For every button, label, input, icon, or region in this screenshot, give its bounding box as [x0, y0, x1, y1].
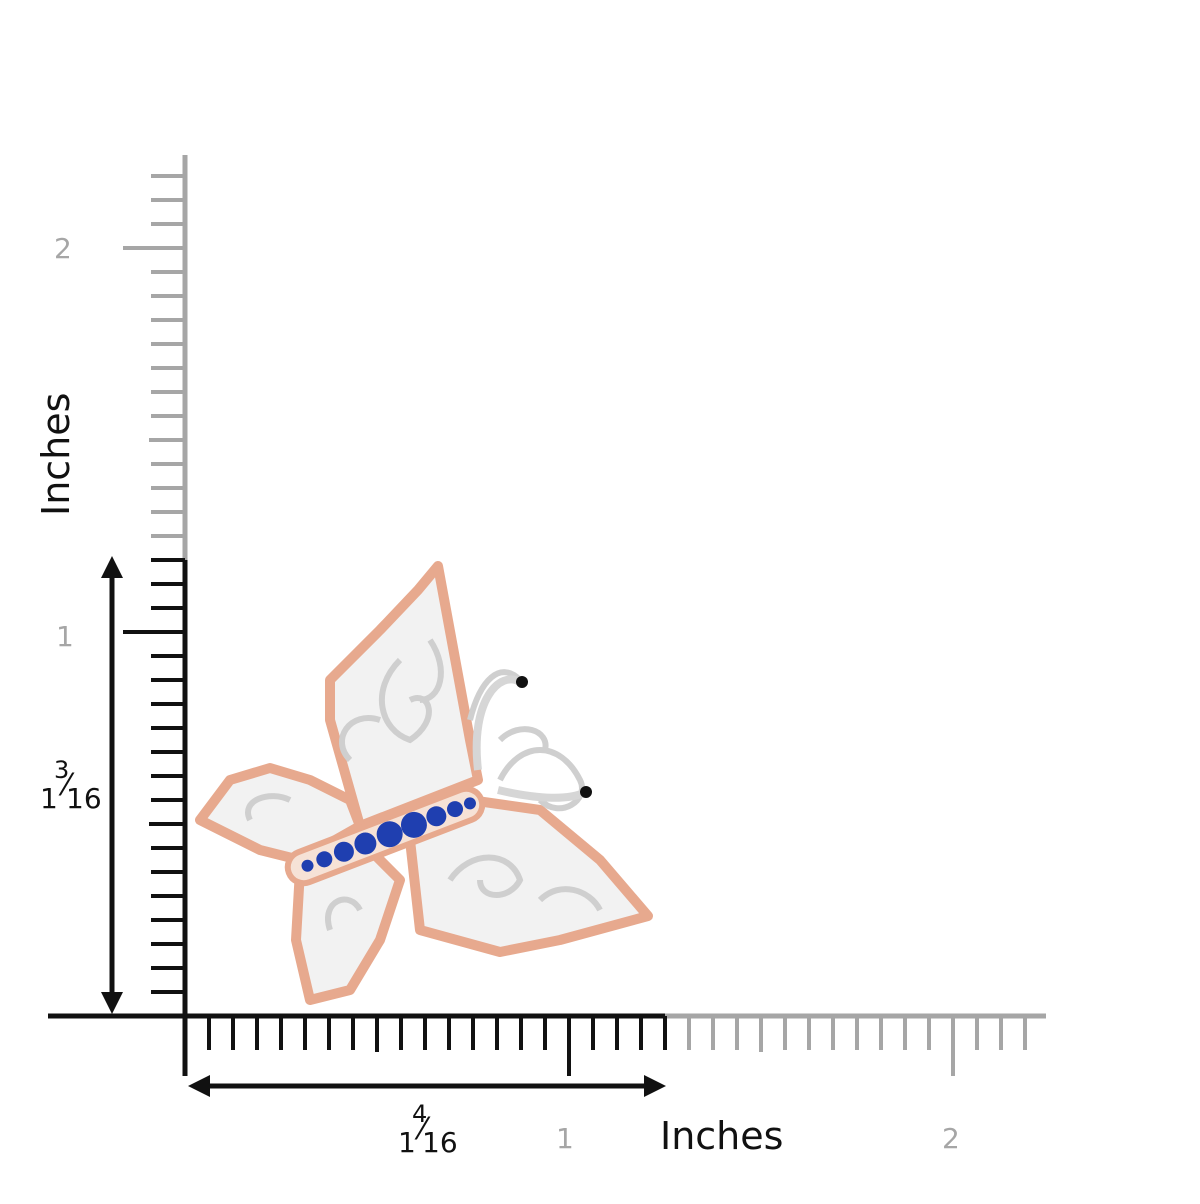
sapphire	[354, 832, 377, 855]
height-numerator: 3	[54, 756, 70, 784]
sapphire	[301, 859, 314, 872]
sapphire	[333, 841, 354, 862]
vertical-ruler	[48, 155, 188, 1019]
horizontal-ruler	[182, 1013, 1046, 1076]
height-dimension-label: 3 ⁄ 1 16	[40, 756, 110, 816]
y-axis-unit-label: Inches	[34, 392, 78, 516]
sapphire	[426, 806, 447, 827]
y-tick-label-1: 1	[56, 620, 74, 653]
width-dimension-label: 4 ⁄ 1 16	[398, 1100, 468, 1160]
x-tick-label-1: 1	[556, 1122, 574, 1155]
sapphire	[376, 821, 403, 848]
sapphire	[400, 811, 427, 838]
height-whole: 1	[40, 782, 58, 815]
width-denominator: 16	[422, 1126, 458, 1159]
width-numerator: 4	[412, 1100, 428, 1128]
fraction-slash: ⁄	[64, 768, 70, 803]
upper-wing	[325, 561, 483, 831]
eye-stone	[516, 676, 528, 688]
antenna	[497, 786, 588, 802]
height-denominator: 16	[66, 782, 102, 815]
sapphire	[316, 851, 333, 868]
width-dimension-arrow	[188, 1075, 666, 1097]
sapphire	[447, 801, 464, 818]
antenna	[472, 675, 523, 771]
x-tick-label-2: 2	[942, 1122, 960, 1155]
sapphire	[463, 797, 476, 810]
left-wing	[195, 763, 365, 865]
butterfly-pendant-image	[195, 561, 653, 1005]
fraction-slash: ⁄	[420, 1112, 426, 1147]
x-axis-unit-label: Inches	[660, 1114, 784, 1158]
width-whole: 1	[398, 1126, 416, 1159]
height-dimension-arrow	[101, 556, 123, 1014]
eye-stone	[580, 786, 592, 798]
y-tick-label-2: 2	[54, 232, 72, 265]
right-wing	[405, 795, 653, 957]
